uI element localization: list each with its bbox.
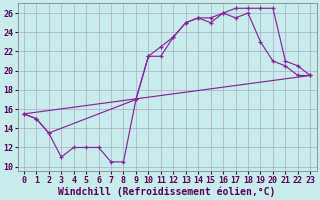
X-axis label: Windchill (Refroidissement éolien,°C): Windchill (Refroidissement éolien,°C) (58, 186, 276, 197)
